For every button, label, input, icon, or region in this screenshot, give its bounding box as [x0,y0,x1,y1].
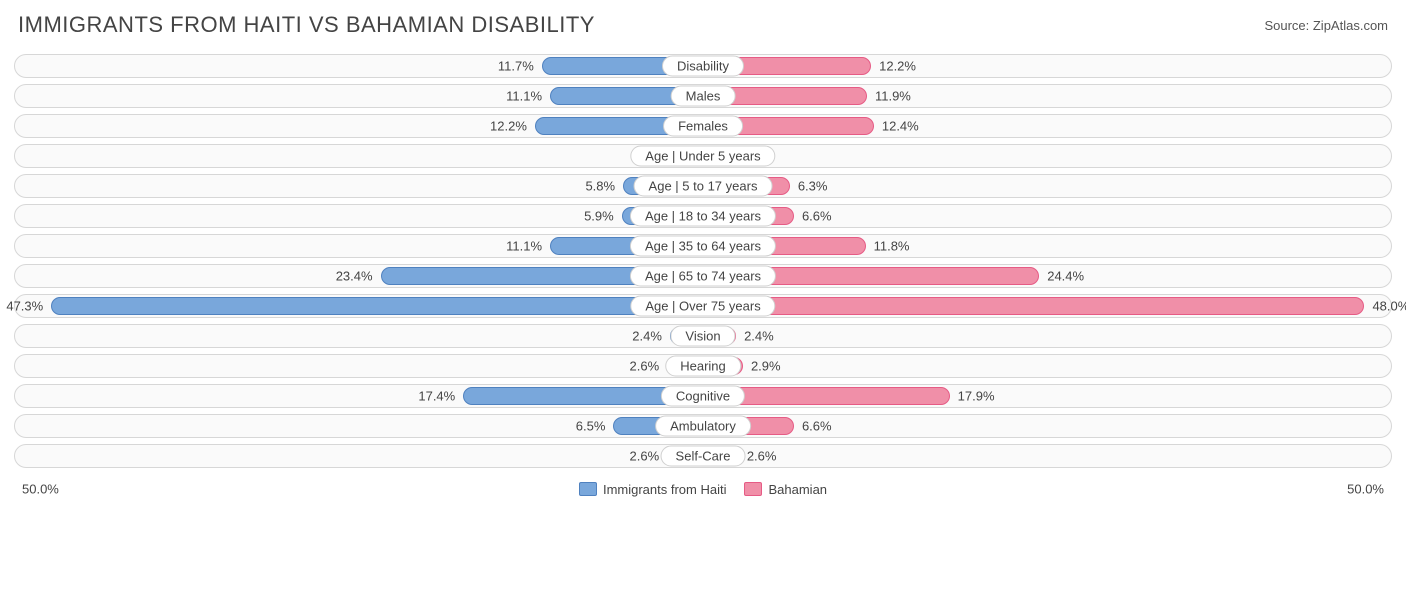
bar-value-right: 6.6% [802,419,832,434]
legend-swatch-left [579,482,597,496]
bar-half-left: 23.4% [14,264,703,288]
bar-value-right: 6.3% [798,179,828,194]
bar-right [703,297,1364,315]
bar-half-left: 2.6% [14,354,703,378]
bar-half-left: 11.1% [14,84,703,108]
bar-half-right: 12.2% [703,54,1392,78]
chart-row: 23.4% 24.4% Age | 65 to 74 years [14,264,1392,288]
bar-half-right: 11.9% [703,84,1392,108]
bar-value-left: 23.4% [336,269,373,284]
bar-value-right: 2.9% [751,359,781,374]
bar-value-left: 11.1% [506,239,542,254]
legend-item-left: Immigrants from Haiti [579,482,727,497]
chart-row: 12.2% 12.4% Females [14,114,1392,138]
bar-value-left: 47.3% [6,299,43,314]
category-pill: Females [663,116,743,137]
chart-row: 5.8% 6.3% Age | 5 to 17 years [14,174,1392,198]
bar-value-left: 2.6% [630,449,660,464]
chart-row: 11.7% 12.2% Disability [14,54,1392,78]
chart-row: 1.3%1.3%Age | Under 5 years [14,144,1392,168]
bar-value-right: 12.2% [879,59,916,74]
bar-half-left: 2.4% [14,324,703,348]
chart-row: 2.4% 2.4% Vision [14,324,1392,348]
chart-row: 47.3%48.0%Age | Over 75 years [14,294,1392,318]
category-pill: Ambulatory [655,416,751,437]
source-attribution: Source: ZipAtlas.com [1264,18,1388,33]
bar-value-right: 11.8% [874,239,910,254]
chart-row: 2.6% 2.9% Hearing [14,354,1392,378]
bar-half-right: 2.6% [703,444,1392,468]
bar-half-left: 6.5% [14,414,703,438]
chart-rows: 11.7% 12.2% Disability 11.1% 11.9% Males 12.2%… [14,54,1392,468]
bar-value-right: 11.9% [875,89,911,104]
chart-footer: 50.0% Immigrants from Haiti Bahamian 50.… [14,478,1392,500]
bar-half-left: 11.1% [14,234,703,258]
bar-half-right: 11.8% [703,234,1392,258]
bar-value-right: 24.4% [1047,269,1084,284]
bar-half-right: 6.6% [703,204,1392,228]
category-pill: Males [671,86,736,107]
category-pill: Age | Over 75 years [630,296,775,317]
chart-container: IMMIGRANTS FROM HAITI VS BAHAMIAN DISABI… [0,0,1406,612]
bar-half-right: 48.0% [703,294,1392,318]
category-pill: Vision [670,326,735,347]
chart-row: 6.5% 6.6% Ambulatory [14,414,1392,438]
category-pill: Disability [662,56,744,77]
chart-row: 5.9% 6.6% Age | 18 to 34 years [14,204,1392,228]
bar-half-right: 2.4% [703,324,1392,348]
bar-half-right: 1.3% [703,144,1392,168]
category-pill: Cognitive [661,386,745,407]
category-pill: Age | Under 5 years [630,146,775,167]
chart-title: IMMIGRANTS FROM HAITI VS BAHAMIAN DISABI… [18,12,595,38]
bar-value-left: 17.4% [418,389,455,404]
bar-half-right: 6.6% [703,414,1392,438]
bar-half-left: 2.6% [14,444,703,468]
bar-value-left: 5.9% [584,209,614,224]
axis-max-right: 50.0% [1347,482,1384,497]
bar-half-left: 17.4% [14,384,703,408]
category-pill: Hearing [665,356,741,377]
bar-half-left: 12.2% [14,114,703,138]
legend-item-right: Bahamian [744,482,827,497]
axis-max-left: 50.0% [22,482,59,497]
chart-row: 17.4% 17.9% Cognitive [14,384,1392,408]
chart-row: 11.1% 11.9% Males [14,84,1392,108]
bar-half-right: 6.3% [703,174,1392,198]
chart-header: IMMIGRANTS FROM HAITI VS BAHAMIAN DISABI… [14,12,1392,38]
bar-half-right: 24.4% [703,264,1392,288]
category-pill: Age | 35 to 64 years [630,236,776,257]
legend-label-left: Immigrants from Haiti [603,482,727,497]
bar-half-left: 5.8% [14,174,703,198]
bar-value-right: 12.4% [882,119,919,134]
legend-swatch-right [744,482,762,496]
bar-value-right: 6.6% [802,209,832,224]
bar-value-left: 12.2% [490,119,527,134]
bar-value-left: 2.6% [630,359,660,374]
bar-value-left: 11.1% [506,89,542,104]
bar-half-right: 2.9% [703,354,1392,378]
bar-left [51,297,703,315]
bar-value-left: 11.7% [498,59,534,74]
bar-value-left: 6.5% [576,419,606,434]
bar-value-right: 17.9% [958,389,995,404]
chart-legend: Immigrants from Haiti Bahamian [579,482,827,497]
chart-row: 11.1% 11.8% Age | 35 to 64 years [14,234,1392,258]
bar-value-right: 2.4% [744,329,774,344]
category-pill: Self-Care [661,446,746,467]
category-pill: Age | 65 to 74 years [630,266,776,287]
bar-half-right: 12.4% [703,114,1392,138]
bar-value-left: 2.4% [632,329,662,344]
bar-half-left: 5.9% [14,204,703,228]
bar-half-left: 47.3% [14,294,703,318]
bar-half-right: 17.9% [703,384,1392,408]
category-pill: Age | 5 to 17 years [634,176,773,197]
bar-value-left: 5.8% [585,179,615,194]
category-pill: Age | 18 to 34 years [630,206,776,227]
chart-row: 2.6% 2.6%Self-Care [14,444,1392,468]
bar-value-right: 2.6% [747,449,777,464]
bar-half-left: 11.7% [14,54,703,78]
bar-value-right: 48.0% [1372,299,1406,314]
legend-label-right: Bahamian [768,482,827,497]
bar-half-left: 1.3% [14,144,703,168]
